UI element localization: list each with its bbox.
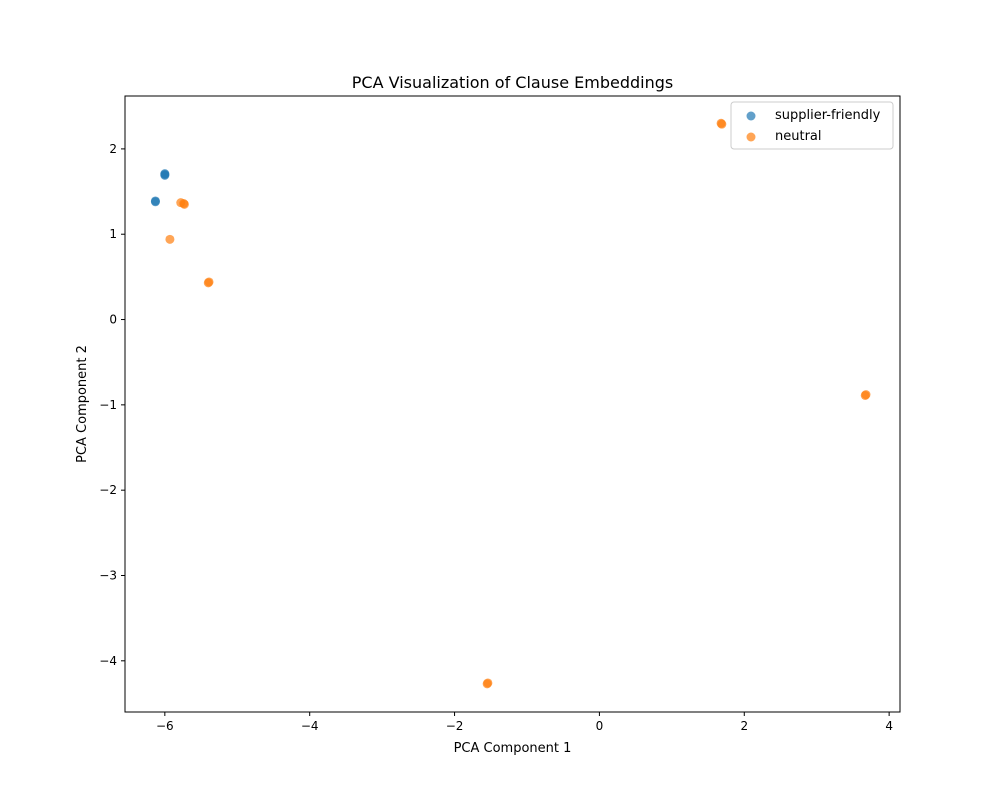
point-neutral	[204, 277, 214, 287]
legend-box	[730, 101, 894, 150]
y-axis-label: PCA Component 2	[75, 345, 90, 463]
x-tick-label: −4	[301, 719, 319, 733]
legend-label-neutral: neutral	[775, 129, 822, 144]
points-layer	[150, 118, 871, 689]
x-tick-label: 0	[596, 719, 604, 733]
y-tick-label: −4	[99, 654, 117, 668]
point-supplier-friendly	[160, 170, 170, 180]
y-tick-label: −1	[99, 398, 117, 412]
point-neutral	[483, 678, 493, 688]
y-tick-label: −2	[99, 483, 117, 497]
y-tick-label: 1	[109, 227, 117, 241]
point-neutral	[861, 390, 871, 400]
y-tick-label: −3	[99, 568, 117, 582]
chart-title: PCA Visualization of Clause Embeddings	[352, 73, 673, 92]
x-axis-label: PCA Component 1	[454, 741, 572, 756]
x-tick-label: −2	[446, 719, 464, 733]
axis-ticks: −6 −4 −2 0 2 4 −4 −3 −2 −1 0 1 2	[99, 142, 893, 733]
x-tick-label: 4	[885, 719, 893, 733]
point-neutral	[165, 234, 175, 244]
point-supplier-friendly	[150, 197, 160, 207]
legend-marker-supplier-friendly	[746, 111, 756, 121]
y-tick-label: 0	[109, 313, 117, 327]
x-tick-label: −6	[156, 719, 174, 733]
legend-label-supplier-friendly: supplier-friendly	[775, 108, 881, 123]
point-neutral	[717, 119, 727, 129]
x-tick-label: 2	[740, 719, 748, 733]
legend: supplier-friendly neutral	[730, 101, 894, 150]
legend-marker-neutral	[746, 132, 756, 142]
plot-area-frame	[124, 95, 901, 713]
point-neutral	[179, 199, 189, 209]
y-tick-label: 2	[109, 142, 117, 156]
